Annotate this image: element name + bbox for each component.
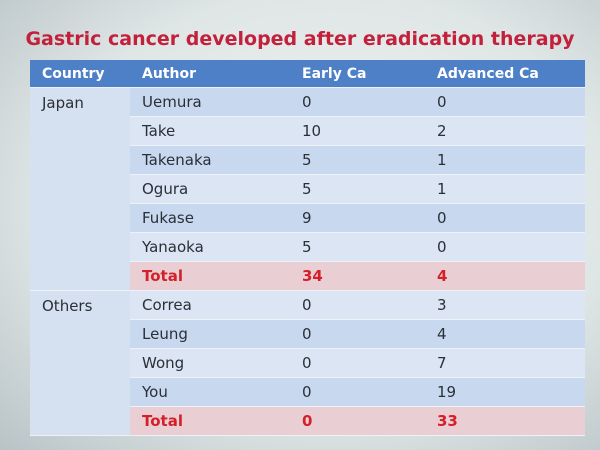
- slide-title: Gastric cancer developed after eradicati…: [25, 28, 575, 50]
- table: Country Author Early Ca Advanced Ca Japan Uem…: [30, 60, 585, 436]
- total-cell: 0: [290, 407, 425, 436]
- total-cell: 4: [425, 262, 585, 291]
- author-cell: Take: [130, 117, 290, 146]
- count-cell: 1: [425, 146, 585, 175]
- author-cell: Takenaka: [130, 146, 290, 175]
- total-cell: 34: [290, 262, 425, 291]
- count-cell: 3: [425, 291, 585, 320]
- count-cell: 0: [290, 88, 425, 117]
- country-cell: Japan: [30, 88, 130, 291]
- count-cell: 2: [425, 117, 585, 146]
- total-cell: 33: [425, 407, 585, 436]
- author-cell: Wong: [130, 349, 290, 378]
- count-cell: 0: [290, 378, 425, 407]
- count-cell: 10: [290, 117, 425, 146]
- header-cell: Author: [130, 60, 290, 88]
- total-label: Total: [130, 262, 290, 291]
- count-cell: 9: [290, 204, 425, 233]
- author-cell: Yanaoka: [130, 233, 290, 262]
- count-cell: 5: [290, 146, 425, 175]
- author-cell: You: [130, 378, 290, 407]
- author-cell: Fukase: [130, 204, 290, 233]
- count-cell: 0: [425, 204, 585, 233]
- count-cell: 0: [290, 320, 425, 349]
- count-cell: 0: [425, 233, 585, 262]
- author-cell: Ogura: [130, 175, 290, 204]
- count-cell: 4: [425, 320, 585, 349]
- author-cell: Leung: [130, 320, 290, 349]
- author-cell: Correa: [130, 291, 290, 320]
- total-label: Total: [130, 407, 290, 436]
- count-cell: 0: [290, 291, 425, 320]
- header-cell: Early Ca: [290, 60, 425, 88]
- count-cell: 7: [425, 349, 585, 378]
- header-cell: Country: [30, 60, 130, 88]
- author-cell: Uemura: [130, 88, 290, 117]
- count-cell: 19: [425, 378, 585, 407]
- count-cell: 0: [425, 88, 585, 117]
- count-cell: 0: [290, 349, 425, 378]
- count-cell: 1: [425, 175, 585, 204]
- count-cell: 5: [290, 175, 425, 204]
- country-cell: Others: [30, 291, 130, 436]
- count-cell: 5: [290, 233, 425, 262]
- header-cell: Advanced Ca: [425, 60, 585, 88]
